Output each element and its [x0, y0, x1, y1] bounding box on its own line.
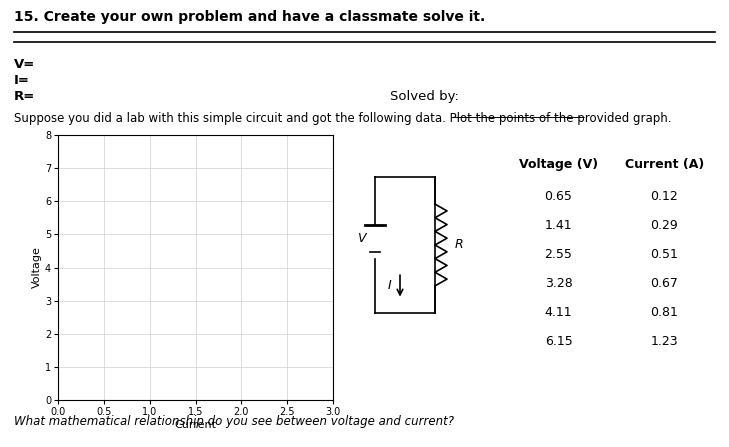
Text: Voltage (V): Voltage (V): [519, 158, 598, 171]
Text: I=: I=: [14, 74, 30, 87]
Text: 3.28: 3.28: [545, 277, 572, 290]
Text: 0.29: 0.29: [650, 219, 678, 232]
Text: 6.15: 6.15: [545, 335, 572, 348]
Text: R: R: [455, 239, 464, 252]
Text: Solved by:: Solved by:: [390, 90, 463, 103]
Y-axis label: Voltage: Voltage: [32, 247, 42, 288]
Text: 0.81: 0.81: [650, 306, 678, 319]
Text: V: V: [357, 232, 365, 245]
Text: 2.55: 2.55: [545, 248, 572, 261]
Text: V=: V=: [14, 58, 35, 71]
Text: R=: R=: [14, 90, 35, 103]
Text: 1.23: 1.23: [650, 335, 678, 348]
Text: Current (A): Current (A): [625, 158, 704, 171]
Text: 0.65: 0.65: [545, 190, 572, 203]
Text: I: I: [388, 279, 392, 292]
Text: 1.41: 1.41: [545, 219, 572, 232]
Text: 4.11: 4.11: [545, 306, 572, 319]
Text: What mathematical relationship do you see between voltage and current?: What mathematical relationship do you se…: [14, 415, 454, 428]
Text: 0.51: 0.51: [650, 248, 678, 261]
Text: Suppose you did a lab with this simple circuit and got the following data. Plot : Suppose you did a lab with this simple c…: [14, 112, 671, 125]
Text: 0.12: 0.12: [650, 190, 678, 203]
X-axis label: Current: Current: [174, 420, 217, 430]
Text: ____________________: ____________________: [452, 105, 585, 118]
Text: 15. Create your own problem and have a classmate solve it.: 15. Create your own problem and have a c…: [14, 10, 486, 24]
Text: 0.67: 0.67: [650, 277, 678, 290]
